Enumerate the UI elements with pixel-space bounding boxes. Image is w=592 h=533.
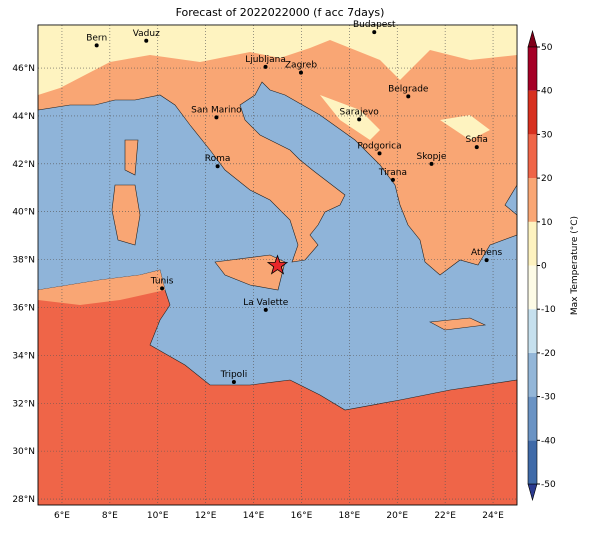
city-dot bbox=[214, 115, 219, 120]
city-dot bbox=[160, 286, 165, 291]
lon-tick-label: 10°E bbox=[147, 511, 169, 521]
city-label: Bern bbox=[86, 33, 107, 43]
city-label: San Marino bbox=[191, 105, 242, 115]
colorbar-band bbox=[528, 265, 537, 310]
lon-tick-label: 22°E bbox=[434, 511, 456, 521]
colorbar-band bbox=[528, 90, 537, 135]
colorbar-tick-label: -40 bbox=[541, 436, 556, 446]
sicily bbox=[214, 254, 286, 291]
lon-tick-label: 14°E bbox=[243, 511, 265, 521]
colorbar-band bbox=[528, 134, 537, 179]
city-label: La Valette bbox=[243, 298, 288, 308]
colorbar-band bbox=[528, 352, 537, 397]
crete bbox=[428, 317, 487, 331]
colorbar-tick-label: 40 bbox=[541, 87, 553, 97]
city-label: Vaduz bbox=[133, 29, 160, 39]
city-label: Tripoli bbox=[220, 370, 248, 380]
city-label: Tirana bbox=[378, 168, 407, 178]
city-label: Zagreb bbox=[285, 61, 317, 71]
city-dot bbox=[357, 117, 362, 122]
colorbar-tick-label: 10 bbox=[541, 218, 553, 228]
sardinia bbox=[111, 184, 141, 246]
city-dot bbox=[94, 43, 99, 48]
city-dot bbox=[406, 94, 411, 99]
city-label: Sofia bbox=[466, 135, 488, 145]
lat-tick-label: 28°N bbox=[12, 495, 35, 505]
lat-tick-label: 44°N bbox=[12, 112, 35, 122]
city-dot bbox=[484, 258, 489, 263]
city-dot bbox=[474, 145, 479, 150]
title: Forecast of 2022022000 (f acc 7days) bbox=[176, 6, 385, 19]
lon-tick-label: 8°E bbox=[102, 511, 118, 521]
balkan-cold bbox=[320, 95, 490, 140]
city-dot bbox=[298, 70, 303, 75]
lon-tick-label: 18°E bbox=[339, 511, 361, 521]
city-label: Podgorica bbox=[357, 141, 401, 151]
city-label: Tunis bbox=[150, 276, 174, 286]
city-dot bbox=[429, 161, 434, 166]
lat-tick-label: 34°N bbox=[12, 351, 35, 361]
colorbar-band bbox=[528, 440, 537, 484]
colorbar-extend-high bbox=[527, 29, 538, 48]
graticule bbox=[38, 25, 517, 505]
city-label: Belgrade bbox=[388, 84, 429, 94]
city-dot bbox=[231, 379, 236, 384]
lat-tick-label: 38°N bbox=[12, 256, 35, 266]
colorbar-band bbox=[528, 396, 537, 441]
lat-tick-label: 36°N bbox=[12, 303, 35, 313]
colorbar-band bbox=[528, 47, 537, 91]
colorbar-band bbox=[528, 309, 537, 353]
colorbar-tick-label: 0 bbox=[541, 262, 547, 272]
colorbar-tick-label: -10 bbox=[541, 305, 556, 315]
city-dot bbox=[263, 64, 268, 69]
map-frame bbox=[37, 24, 518, 506]
lon-tick-label: 12°E bbox=[195, 511, 217, 521]
city-label: Athens bbox=[471, 248, 502, 258]
city-dot bbox=[215, 164, 220, 169]
colorbar-tick-label: 50 bbox=[541, 43, 553, 53]
africa-coast-band bbox=[38, 270, 165, 305]
city-dot bbox=[377, 151, 382, 156]
colorbar-tick-label: -50 bbox=[541, 480, 556, 490]
land-europe bbox=[37, 24, 518, 276]
colorbar-tick-label: 30 bbox=[541, 130, 553, 140]
lon-tick-label: 24°E bbox=[482, 511, 504, 521]
event-marker bbox=[266, 254, 289, 275]
alps-cold bbox=[38, 25, 517, 95]
city-dot bbox=[144, 38, 149, 43]
colorbar-tick-label: -30 bbox=[541, 393, 556, 403]
city-label: Sarajevo bbox=[340, 107, 380, 117]
colorbar-band bbox=[528, 178, 537, 222]
city-label: Roma bbox=[205, 154, 231, 164]
city-label: Ljubljana bbox=[245, 55, 286, 65]
colorbar: -50 -40 -30 -20 -10 0 10 20 30 40 50 Max Temperatur… bbox=[527, 29, 580, 502]
lat-tick-label: 46°N bbox=[12, 64, 35, 74]
lat-tick-label: 30°N bbox=[12, 447, 35, 457]
city-dot bbox=[390, 177, 395, 182]
city-dot bbox=[372, 30, 377, 35]
lon-tick-label: 20°E bbox=[386, 511, 408, 521]
colorbar-tick-label: 20 bbox=[541, 174, 553, 184]
lon-tick-label: 16°E bbox=[291, 511, 313, 521]
city-label: Skopje bbox=[417, 152, 447, 162]
colorbar-label: Max Temperature (°C) bbox=[570, 216, 580, 315]
city-dot bbox=[263, 307, 268, 312]
colorbar-extend-low bbox=[527, 483, 538, 502]
colorbar-band bbox=[528, 221, 537, 266]
city-label: Budapest bbox=[353, 20, 396, 30]
corsica bbox=[124, 139, 139, 176]
colorbar-tick-label: -20 bbox=[541, 349, 556, 359]
lat-tick-label: 42°N bbox=[12, 160, 35, 170]
lat-tick-label: 32°N bbox=[12, 399, 35, 409]
lon-tick-label: 6°E bbox=[54, 511, 70, 521]
lat-tick-label: 40°N bbox=[12, 208, 35, 218]
